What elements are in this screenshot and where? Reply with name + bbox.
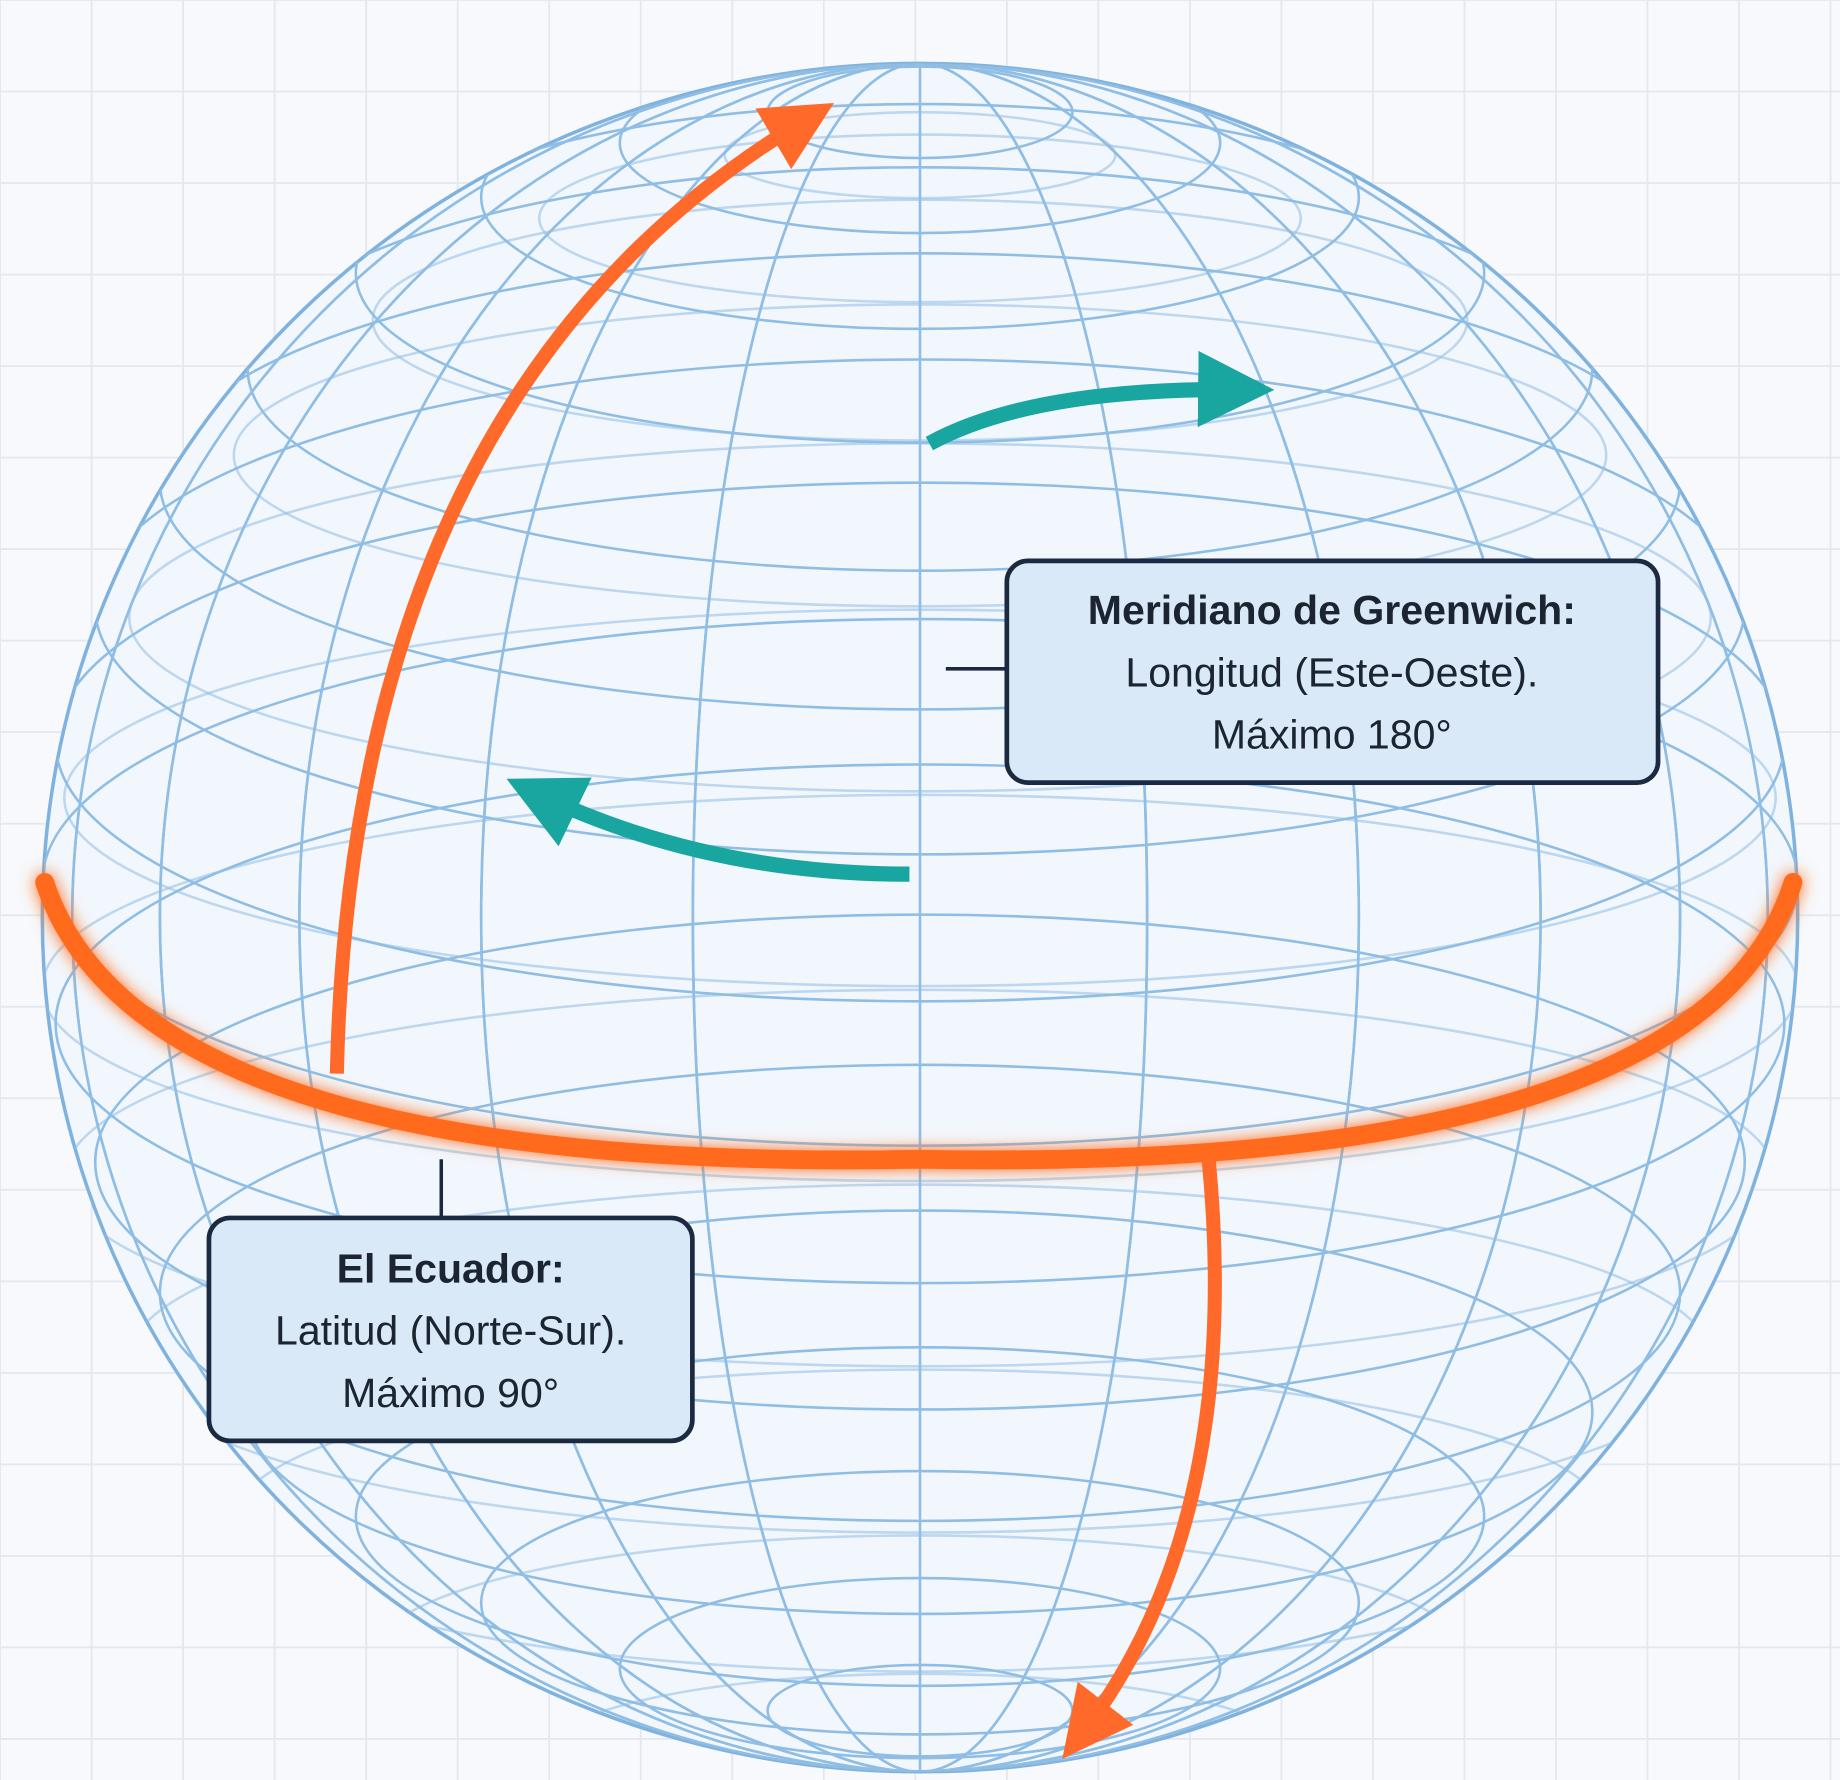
- label-line: Máximo 90°: [342, 1370, 559, 1416]
- meridian: [479, 63, 1361, 1772]
- longitude-arrow-east: [925, 350, 1275, 451]
- label-box: [206, 1215, 695, 1444]
- label-title: Meridiano de Greenwich:: [1088, 587, 1576, 633]
- meridian: [298, 63, 1542, 1772]
- latitude-arrow-south: [1062, 1158, 1222, 1759]
- latitude-arrow-north: [329, 103, 834, 1074]
- label-line: Longitud (Este-Oeste).: [1125, 649, 1538, 695]
- meridian: [691, 63, 1149, 1772]
- label-line: Máximo 180°: [1212, 712, 1452, 758]
- meridian: [70, 63, 1770, 1772]
- label-title: El Ecuador:: [337, 1245, 565, 1291]
- label-box: [1004, 558, 1661, 785]
- label-line: Latitud (Norte-Sur).: [275, 1308, 626, 1354]
- meridian: [158, 63, 1682, 1772]
- longitude-arrow-west: [506, 777, 910, 882]
